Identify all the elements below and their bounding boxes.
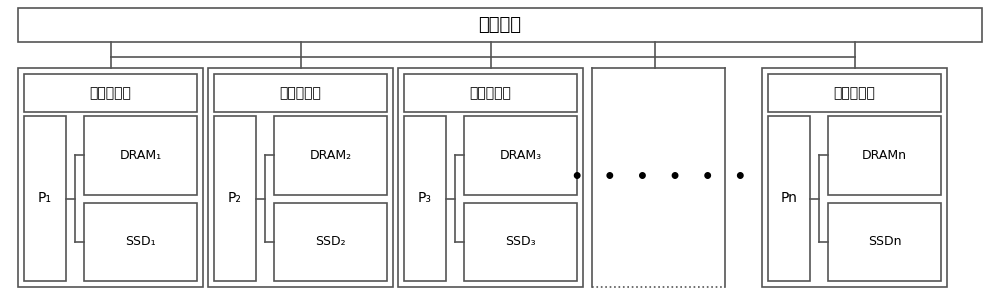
Bar — [768, 116, 810, 281]
Text: SSDn: SSDn — [868, 235, 901, 248]
Bar — [274, 202, 387, 281]
Bar — [84, 202, 197, 281]
Bar — [404, 74, 577, 112]
Text: DRAM₁: DRAM₁ — [119, 149, 162, 162]
Text: SSD₂: SSD₂ — [315, 235, 346, 248]
Text: SSD₃: SSD₃ — [505, 235, 536, 248]
Bar — [464, 202, 577, 281]
Bar — [214, 116, 256, 281]
Bar — [24, 74, 197, 112]
Bar — [828, 202, 941, 281]
Text: SSD₁: SSD₁ — [125, 235, 156, 248]
Text: 网络控制器: 网络控制器 — [834, 86, 875, 100]
Text: 网络控制器: 网络控制器 — [280, 86, 321, 100]
Text: 网络控制器: 网络控制器 — [90, 86, 131, 100]
Bar — [18, 68, 203, 287]
Text: 网络控制器: 网络控制器 — [470, 86, 511, 100]
Text: P₁: P₁ — [38, 191, 52, 206]
Text: DRAM₃: DRAM₃ — [499, 149, 542, 162]
Bar — [208, 68, 393, 287]
Bar — [404, 116, 446, 281]
Text: P₂: P₂ — [228, 191, 242, 206]
Bar — [398, 68, 583, 287]
Text: Pn: Pn — [781, 191, 797, 206]
Bar — [24, 116, 66, 281]
Bar — [84, 116, 197, 194]
Bar — [768, 74, 941, 112]
Bar — [18, 8, 982, 42]
Bar — [214, 74, 387, 112]
Text: •   •   •   •   •   •: • • • • • • — [571, 168, 746, 187]
Bar — [274, 116, 387, 194]
Text: DRAM₂: DRAM₂ — [309, 149, 352, 162]
Bar — [762, 68, 947, 287]
Text: P₃: P₃ — [418, 191, 432, 206]
Text: 互联网络: 互联网络 — [479, 16, 522, 34]
Bar — [464, 116, 577, 194]
Bar — [828, 116, 941, 194]
Text: DRAMn: DRAMn — [862, 149, 907, 162]
